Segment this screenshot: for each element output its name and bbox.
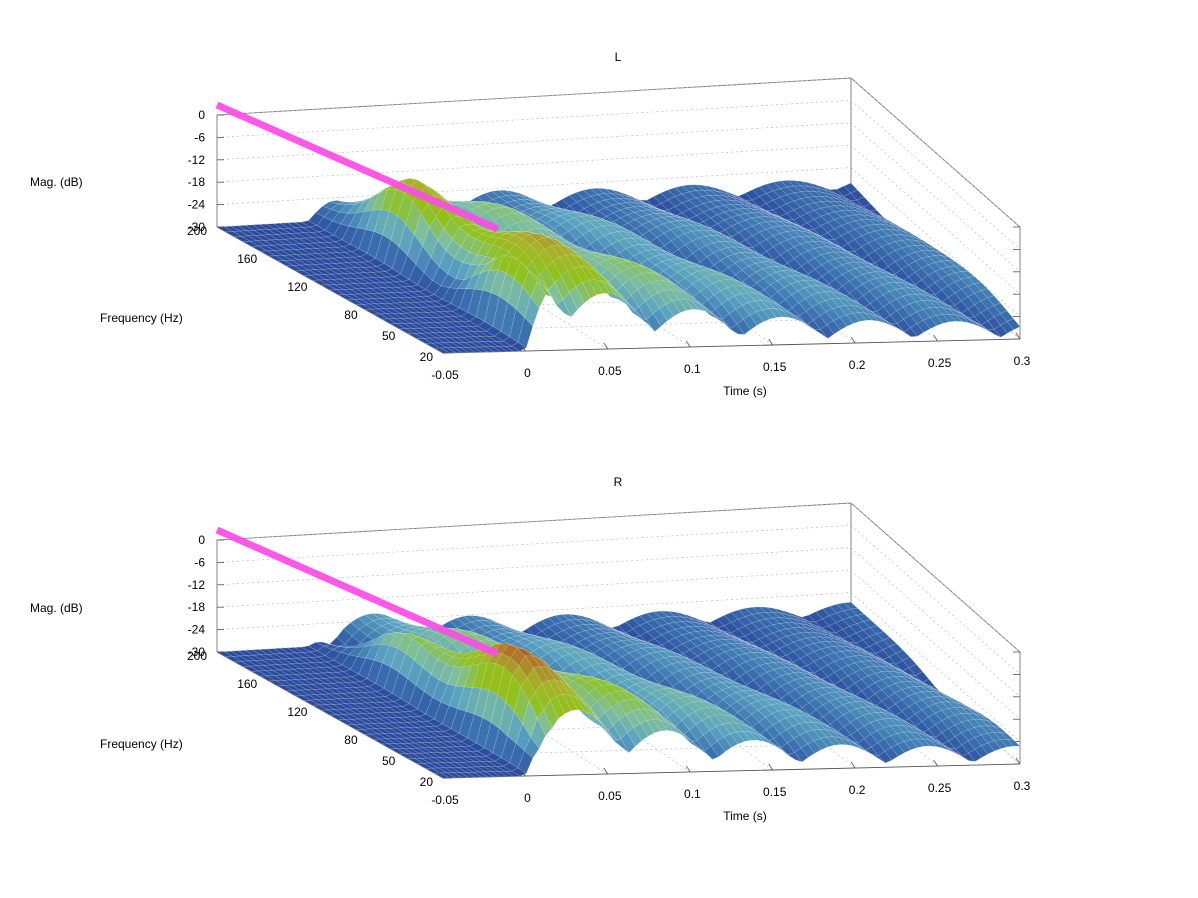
z-tick-label: -24 (188, 198, 206, 212)
z-grid-line (216, 144, 1021, 295)
x-tick (1015, 332, 1021, 340)
z-tick-label: -6 (194, 130, 205, 144)
surface-cell (889, 643, 904, 654)
z-tick-label: -12 (188, 153, 206, 167)
z-grid-line (216, 569, 1021, 720)
surface-cell (993, 302, 1008, 314)
z-grid-line (216, 547, 1021, 698)
z-grid-line (216, 122, 1021, 273)
surface-cell (1000, 310, 1014, 322)
x-tick-label: 0.1 (684, 787, 701, 801)
x-tick-label: 0.25 (928, 781, 952, 795)
chart-title: R (614, 475, 623, 489)
x-tick-label: -0.05 (431, 368, 459, 382)
x-tick-label: 0.2 (849, 358, 866, 372)
magnitude-surface (216, 178, 1021, 354)
surface-cell (843, 601, 858, 610)
x-axis-label: Time (s) (723, 384, 767, 398)
z-tick-label: -30 (188, 220, 206, 234)
waterfall-plot-l: 0 -6 -12 -18 -24 -30 L Mag. (dB) Frequency (H… (30, 50, 1031, 398)
z-tick-label: -12 (188, 578, 206, 592)
surface-cell (922, 241, 936, 249)
z-tick-label: -6 (194, 555, 205, 569)
y-axis-label: Frequency (Hz) (100, 311, 183, 325)
x-tick-label: 0.2 (849, 783, 866, 797)
z-tick-label: 0 (198, 533, 205, 547)
surface-cell (869, 210, 884, 218)
z-grid-line (216, 77, 1021, 228)
x-tick-label: 0.05 (598, 789, 622, 803)
surface-cell (947, 260, 963, 267)
z-grid-line (216, 592, 1021, 742)
y-tick-label: 50 (382, 329, 396, 343)
z-tick-label: -18 (188, 600, 206, 614)
x-tick-label: 0 (524, 791, 531, 805)
x-tick-label: 0 (524, 366, 531, 380)
waterfall-plot-r: 0 -6 -12 -18 -24 -30 R Mag. (dB) Frequency (H… (30, 475, 1031, 823)
y-tick-label: 20 (420, 350, 434, 364)
surface-cell (876, 214, 891, 222)
x-tick (603, 342, 609, 350)
x-tick-label: 0.1 (684, 362, 701, 376)
surface-cell (896, 225, 910, 233)
z-grid-line (216, 525, 1021, 675)
y-tick-label: 120 (287, 705, 307, 719)
surface-cell (909, 233, 923, 241)
x-tick (603, 767, 609, 775)
y-tick-label: 80 (344, 733, 358, 747)
y-tick-label: 120 (287, 280, 307, 294)
z-tick-label: -24 (188, 623, 206, 637)
z-grid-line (216, 502, 1021, 653)
y-tick-label: 200 (187, 649, 207, 663)
chart-title: L (615, 50, 622, 64)
x-tick-label: 0.3 (1014, 354, 1031, 368)
z-axis-label: Mag. (dB) (30, 175, 83, 189)
x-tick-label: 0.05 (598, 364, 622, 378)
x-tick (685, 765, 691, 773)
x-tick (685, 340, 691, 348)
x-tick (768, 763, 774, 771)
y-axis-label: Frequency (Hz) (100, 737, 183, 751)
surface-cell (954, 265, 969, 272)
z-tick-label: 0 (198, 108, 205, 122)
surface-cell (863, 619, 878, 628)
y-tick-label: 80 (344, 308, 358, 322)
x-tick-label: -0.05 (431, 793, 459, 807)
surface-cell (980, 288, 995, 299)
magnitude-surface (216, 601, 1021, 779)
z-tick-label: -30 (188, 645, 206, 659)
z-axis-label: Mag. (dB) (30, 601, 83, 615)
x-tick (933, 334, 938, 342)
x-tick (438, 346, 444, 354)
x-tick (768, 338, 774, 346)
x-tick (933, 759, 938, 767)
x-tick-label: 0.3 (1014, 779, 1031, 793)
surface-cell (883, 218, 897, 226)
y-tick-label: 160 (237, 252, 257, 266)
z-tick-label: -18 (188, 175, 206, 189)
x-tick (521, 344, 526, 352)
x-tick (850, 761, 856, 769)
x-tick-label: 0.15 (763, 360, 787, 374)
z-grid-line (216, 100, 1021, 250)
x-tick-label: 0.15 (763, 785, 787, 799)
onset-trace (215, 101, 499, 233)
y-tick-label: 20 (420, 775, 434, 789)
x-tick-label: 0.25 (928, 356, 952, 370)
surface-cell (856, 613, 871, 622)
surface-cell (1006, 318, 1021, 331)
x-axis-label: Time (s) (723, 809, 767, 823)
y-tick-label: 200 (187, 224, 207, 238)
axis-ticks: -0.05 0 0.05 0.1 0.15 0.2 0.25 0.3 20 50 80 120 160 2… (187, 224, 1031, 382)
x-tick (850, 336, 856, 344)
surface-cell (960, 270, 975, 278)
y-tick-label: 160 (237, 677, 257, 691)
y-tick-label: 50 (382, 754, 396, 768)
surface-cell (902, 656, 917, 669)
surface-cell (974, 282, 988, 291)
surface-cell (876, 631, 891, 641)
